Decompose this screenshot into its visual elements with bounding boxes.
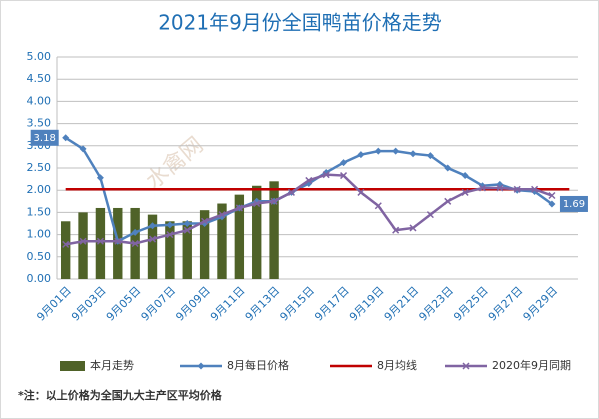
legend-label: 2020年9月同期	[492, 358, 571, 372]
marker	[79, 145, 87, 153]
marker	[548, 200, 556, 208]
marker	[183, 226, 191, 234]
marker	[166, 221, 174, 229]
marker	[131, 228, 139, 236]
bar	[165, 221, 175, 279]
marker	[513, 185, 521, 193]
marker	[270, 197, 278, 205]
y-tick-label: 0.00	[27, 272, 52, 285]
legend-marker	[462, 362, 470, 370]
legend-marker	[197, 362, 205, 370]
marker	[96, 174, 104, 182]
y-tick-label: 5.00	[27, 50, 52, 63]
marker	[426, 211, 434, 219]
data-label-box	[30, 129, 59, 146]
marker	[340, 159, 348, 167]
data-label: 1.69	[563, 199, 585, 210]
legend-label: 本月走势	[90, 358, 134, 372]
y-tick-label: 1.00	[27, 228, 52, 241]
marker	[409, 150, 417, 158]
legend-label: 8月均线	[377, 358, 417, 372]
marker	[287, 188, 295, 196]
marker	[148, 235, 157, 243]
bar	[199, 210, 210, 279]
marker	[496, 184, 504, 192]
y-tick-label: 0.50	[27, 250, 52, 263]
marker	[235, 204, 243, 212]
marker	[340, 172, 348, 180]
marker	[461, 172, 469, 180]
legend-label: 8月每日价格	[227, 358, 289, 372]
legend-swatch	[60, 361, 85, 371]
marker	[62, 240, 70, 248]
data-label: 3.18	[34, 133, 56, 144]
marker	[357, 151, 365, 159]
bar	[217, 203, 227, 279]
y-tick-label: 2.50	[27, 161, 52, 174]
marker	[131, 239, 139, 248]
marker	[392, 147, 400, 155]
marker	[548, 191, 556, 200]
marker	[531, 185, 539, 193]
bar	[234, 194, 245, 279]
marker	[409, 224, 417, 232]
marker	[444, 197, 452, 205]
chart-title: 2021年9月份全国鸭苗价格走势	[158, 11, 442, 35]
marker	[461, 188, 469, 196]
marker	[79, 237, 87, 245]
marker	[149, 222, 157, 230]
marker	[201, 217, 209, 225]
bar	[78, 212, 88, 279]
bar	[95, 207, 106, 279]
marker	[357, 188, 365, 196]
marker	[183, 220, 191, 227]
bar	[182, 221, 192, 279]
marker	[305, 176, 313, 184]
marker	[478, 184, 487, 192]
marker	[62, 134, 70, 142]
marker	[322, 171, 330, 179]
marker	[426, 152, 434, 160]
data-label-box	[559, 195, 588, 212]
marker	[374, 202, 382, 210]
y-tick-label: 3.50	[27, 117, 52, 130]
y-tick-label: 4.00	[27, 94, 52, 107]
y-tick-label: 4.50	[27, 72, 52, 85]
marker	[392, 226, 400, 234]
marker	[96, 237, 104, 245]
bar	[147, 214, 158, 279]
marker	[444, 164, 452, 172]
marker	[218, 211, 226, 219]
bar	[252, 185, 262, 279]
y-tick-label: 1.50	[27, 205, 52, 218]
marker	[253, 199, 261, 208]
marker	[374, 147, 382, 155]
marker	[166, 231, 174, 239]
footnote: *注：以上价格为全国九大主产区平均价格	[18, 388, 223, 402]
bar	[269, 181, 279, 279]
bar	[60, 221, 71, 279]
marker	[114, 237, 122, 245]
y-tick-label: 2.00	[27, 183, 52, 196]
